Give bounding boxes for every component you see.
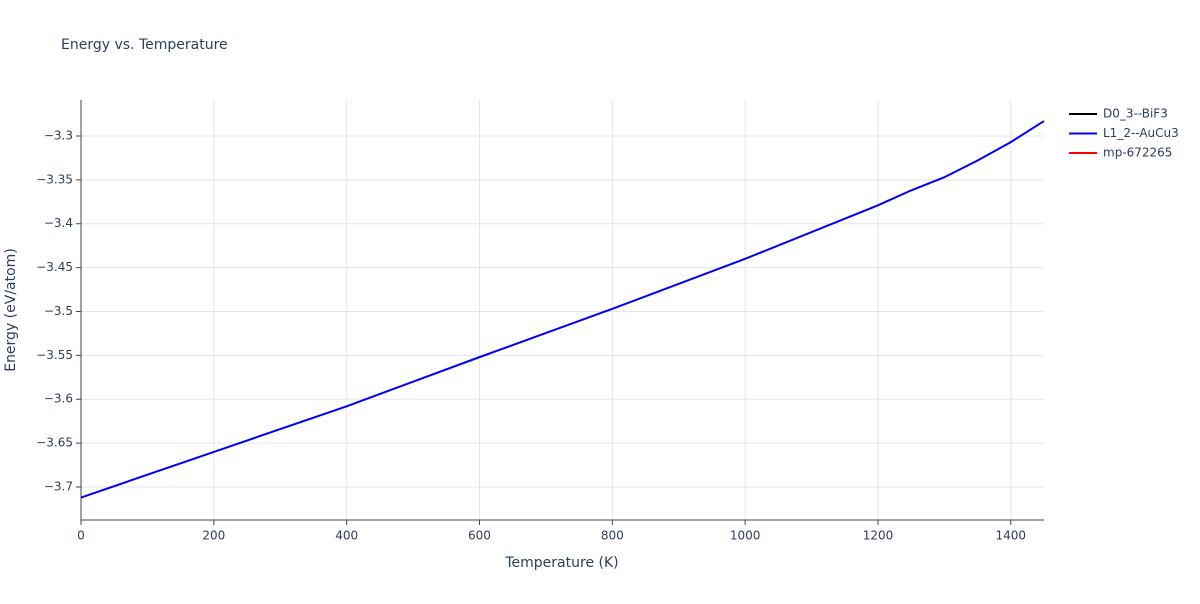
- x-tick-label: 1400: [996, 529, 1027, 543]
- x-tick-label: 1000: [730, 529, 761, 543]
- x-tick-label: 1200: [863, 529, 894, 543]
- legend-label: D0_3--BiF3: [1103, 107, 1168, 121]
- y-tick-label: −3.5: [44, 304, 73, 318]
- y-axis-title: Energy (eV/atom): [3, 248, 19, 372]
- x-tick-label: 400: [335, 529, 358, 543]
- y-tick-label: −3.4: [44, 216, 73, 230]
- y-tick-label: −3.45: [36, 260, 73, 274]
- x-tick-label: 0: [77, 529, 85, 543]
- y-tick-label: −3.6: [44, 392, 73, 406]
- chart-title: Energy vs. Temperature: [61, 37, 228, 53]
- x-tick-label: 600: [468, 529, 491, 543]
- y-tick-label: −3.35: [36, 172, 73, 186]
- data-line: [80, 120, 1045, 499]
- y-tick-label: −3.3: [44, 128, 73, 142]
- y-tick-label: −3.55: [36, 348, 73, 362]
- y-tick-label: −3.7: [44, 480, 73, 494]
- legend-label: mp-672265: [1103, 146, 1172, 160]
- legend-label: L1_2--AuCu3: [1103, 126, 1179, 140]
- y-tick-label: −3.65: [36, 436, 73, 450]
- x-axis-title: Temperature (K): [504, 555, 618, 571]
- x-tick-label: 200: [202, 529, 225, 543]
- x-tick-label: 800: [601, 529, 624, 543]
